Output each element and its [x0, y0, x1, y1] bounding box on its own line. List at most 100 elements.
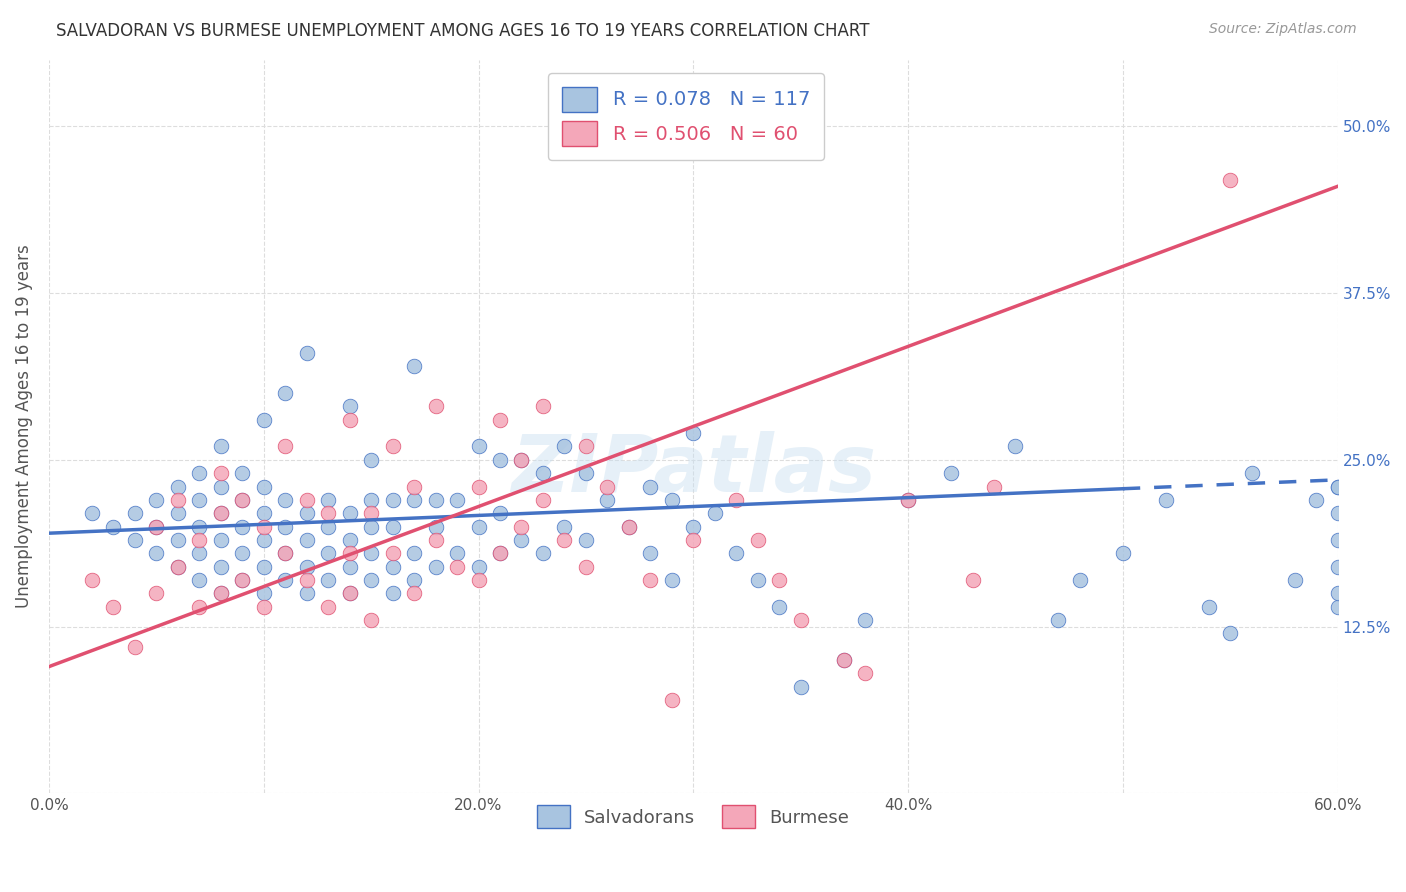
Point [124, 506, 146, 520]
Point [381, 559, 404, 574]
Point [747, 573, 769, 587]
Point [467, 573, 489, 587]
Point [188, 466, 211, 480]
Point [209, 440, 232, 454]
Point [253, 413, 276, 427]
Text: Source: ZipAtlas.com: Source: ZipAtlas.com [1209, 22, 1357, 37]
Point [446, 492, 468, 507]
Point [661, 693, 683, 707]
Point [747, 533, 769, 547]
Point [983, 479, 1005, 493]
Point [209, 466, 232, 480]
Point [768, 599, 790, 614]
Point [231, 573, 253, 587]
Point [339, 586, 361, 600]
Point [425, 400, 447, 414]
Point [209, 506, 232, 520]
Point [853, 666, 876, 681]
Point [832, 653, 855, 667]
Point [295, 506, 318, 520]
Point [253, 506, 276, 520]
Point [596, 479, 619, 493]
Text: ZIPatlas: ZIPatlas [510, 432, 876, 509]
Point [575, 559, 598, 574]
Point [467, 559, 489, 574]
Point [124, 533, 146, 547]
Point [274, 492, 297, 507]
Point [166, 559, 188, 574]
Point [446, 559, 468, 574]
Point [80, 573, 103, 587]
Point [360, 519, 382, 533]
Point [703, 506, 725, 520]
Point [489, 413, 512, 427]
Point [188, 492, 211, 507]
Point [145, 492, 167, 507]
Point [231, 466, 253, 480]
Point [489, 506, 512, 520]
Point [188, 533, 211, 547]
Point [274, 573, 297, 587]
Point [1326, 599, 1348, 614]
Point [897, 492, 920, 507]
Point [209, 506, 232, 520]
Point [274, 546, 297, 560]
Point [553, 533, 575, 547]
Point [404, 546, 426, 560]
Point [510, 453, 533, 467]
Point [661, 573, 683, 587]
Point [404, 359, 426, 374]
Point [832, 653, 855, 667]
Point [188, 573, 211, 587]
Point [231, 492, 253, 507]
Point [360, 613, 382, 627]
Point [617, 519, 640, 533]
Point [1069, 573, 1091, 587]
Point [1240, 466, 1263, 480]
Point [553, 440, 575, 454]
Point [381, 440, 404, 454]
Point [188, 546, 211, 560]
Point [1326, 559, 1348, 574]
Point [404, 586, 426, 600]
Point [295, 559, 318, 574]
Point [640, 479, 662, 493]
Point [425, 559, 447, 574]
Point [789, 613, 811, 627]
Point [489, 453, 512, 467]
Point [339, 586, 361, 600]
Point [404, 573, 426, 587]
Point [231, 573, 253, 587]
Point [853, 613, 876, 627]
Point [253, 519, 276, 533]
Point [661, 492, 683, 507]
Point [295, 492, 318, 507]
Point [575, 466, 598, 480]
Point [339, 413, 361, 427]
Point [381, 519, 404, 533]
Legend: Salvadorans, Burmese: Salvadorans, Burmese [530, 798, 856, 836]
Point [360, 546, 382, 560]
Point [531, 546, 554, 560]
Point [1326, 479, 1348, 493]
Point [1305, 492, 1327, 507]
Point [253, 599, 276, 614]
Point [188, 599, 211, 614]
Point [425, 533, 447, 547]
Point [231, 519, 253, 533]
Point [381, 546, 404, 560]
Point [446, 546, 468, 560]
Point [209, 586, 232, 600]
Point [253, 586, 276, 600]
Point [1326, 533, 1348, 547]
Point [274, 386, 297, 401]
Point [425, 492, 447, 507]
Point [145, 586, 167, 600]
Point [339, 533, 361, 547]
Point [682, 519, 704, 533]
Point [103, 519, 125, 533]
Point [145, 546, 167, 560]
Point [166, 506, 188, 520]
Point [316, 573, 339, 587]
Point [253, 479, 276, 493]
